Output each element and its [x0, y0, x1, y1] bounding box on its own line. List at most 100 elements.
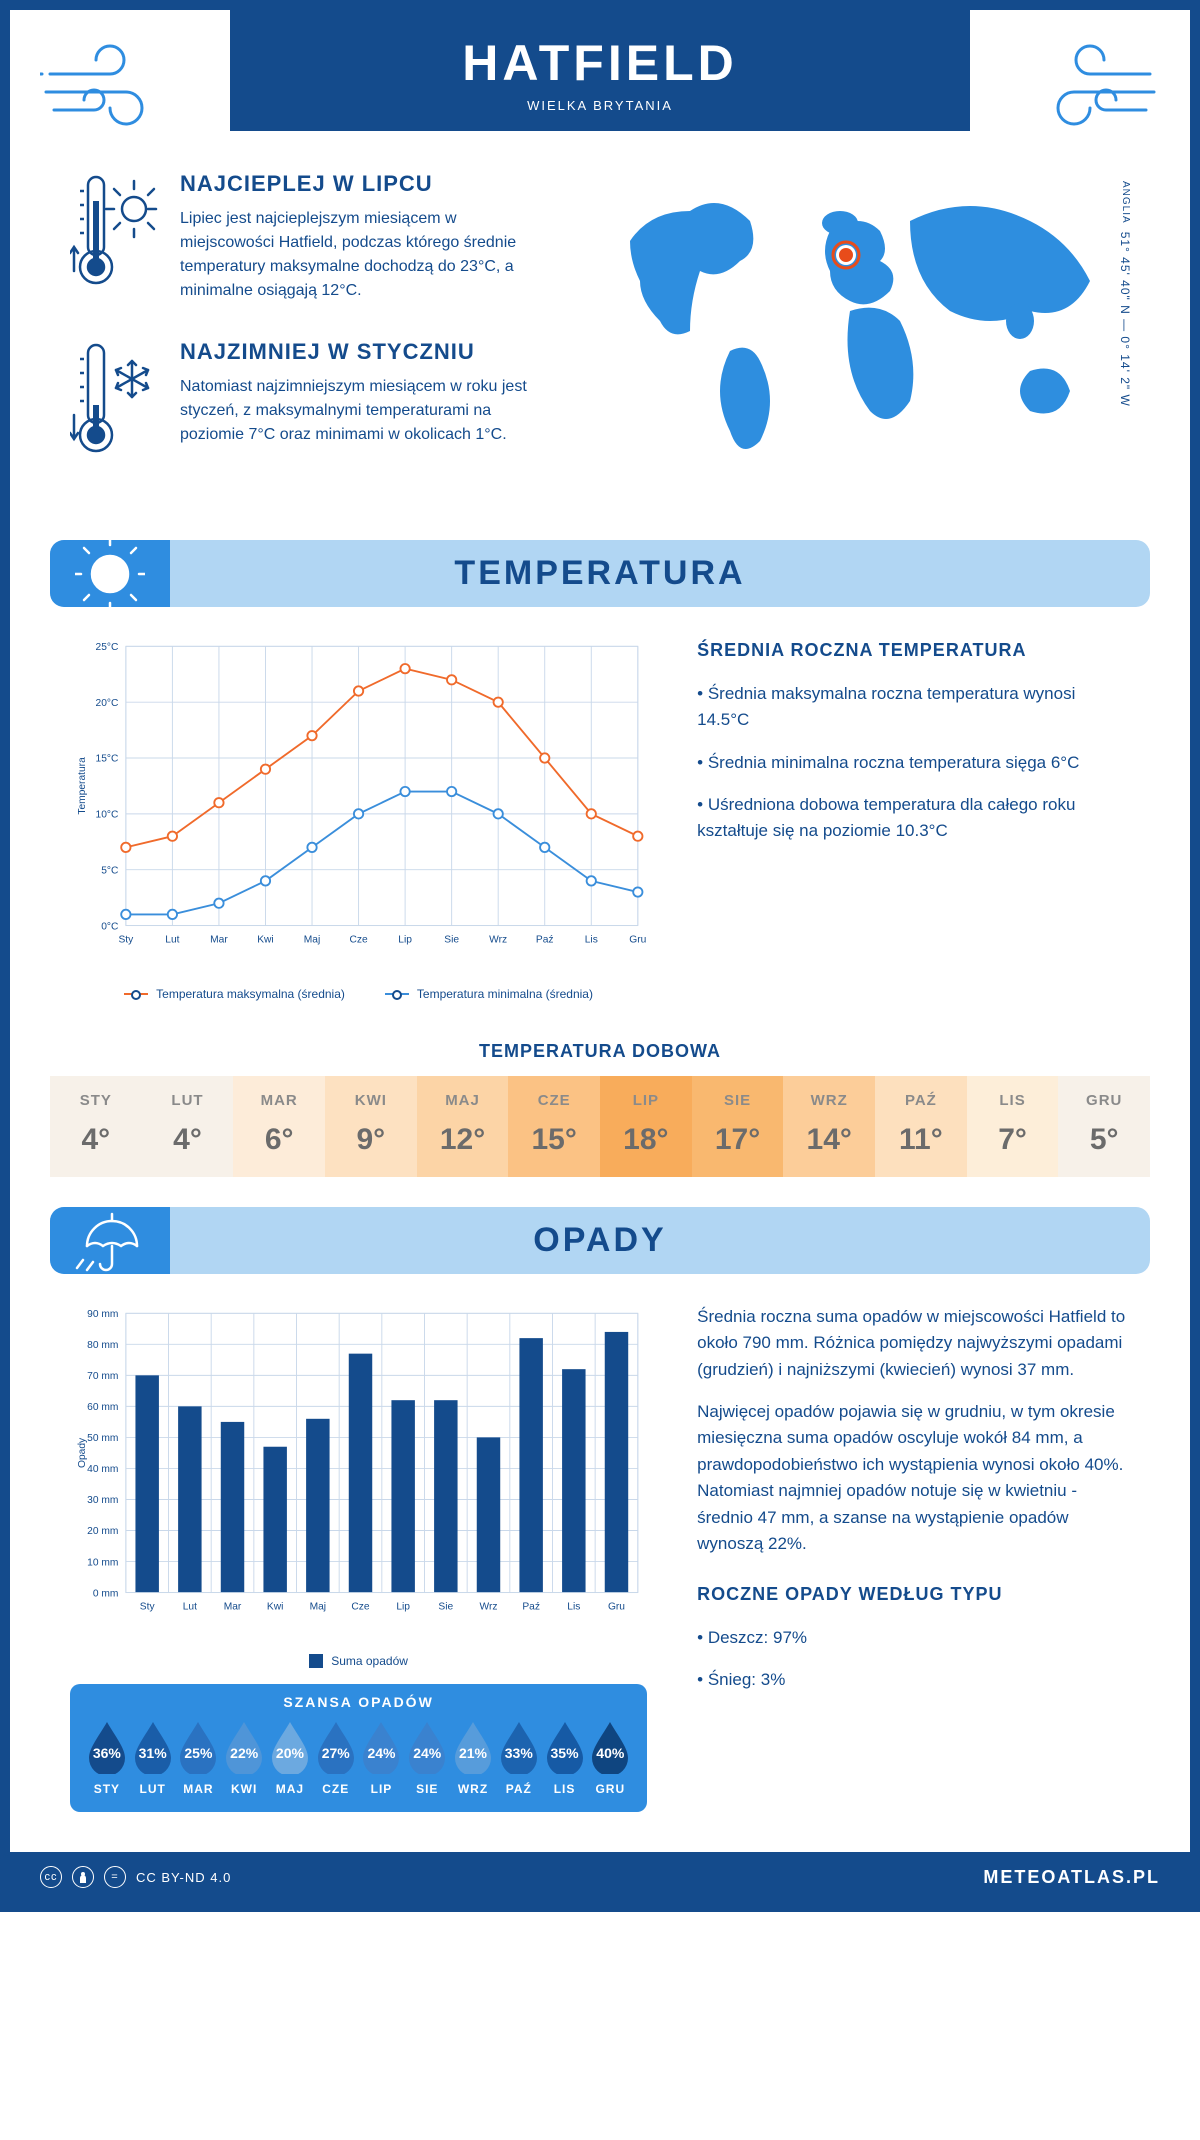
rain-legend: Suma opadów [70, 1654, 647, 1668]
rain-chance-drop: 35% LIS [542, 1720, 588, 1796]
svg-text:90 mm: 90 mm [87, 1309, 118, 1320]
svg-text:Sie: Sie [444, 934, 459, 945]
svg-text:40 mm: 40 mm [87, 1464, 118, 1475]
precipitation-bar-chart: 0 mm 10 mm 20 mm 30 mm 40 mm 50 mm 60 mm 70 mm 8… [70, 1304, 647, 1668]
svg-text:Cze: Cze [349, 934, 367, 945]
svg-text:Kwi: Kwi [267, 1601, 283, 1612]
svg-text:Sty: Sty [118, 934, 134, 945]
coldest-text: Natomiast najzimniejszym miesiącem w rok… [180, 375, 540, 447]
svg-text:Mar: Mar [210, 934, 228, 945]
svg-text:80 mm: 80 mm [87, 1340, 118, 1351]
daily-temp-cell: SIE17° [692, 1076, 784, 1177]
svg-text:15°C: 15°C [96, 754, 119, 765]
svg-text:25°C: 25°C [96, 642, 119, 653]
hottest-block: NAJCIEPLEJ W LIPCU Lipiec jest najcieple… [70, 171, 550, 303]
svg-text:70 mm: 70 mm [87, 1371, 118, 1382]
svg-text:20°C: 20°C [96, 698, 119, 709]
svg-text:Lis: Lis [585, 934, 598, 945]
temperature-summary: ŚREDNIA ROCZNA TEMPERATURA • Średnia mak… [697, 637, 1130, 1001]
rain-chance-heading: SZANSA OPADÓW [84, 1694, 633, 1710]
svg-text:Sty: Sty [140, 1601, 156, 1612]
precipitation-summary: Średnia roczna suma opadów w miejscowośc… [697, 1304, 1130, 1812]
svg-text:Paź: Paź [536, 934, 554, 945]
svg-text:Wrz: Wrz [480, 1601, 498, 1612]
svg-text:Wrz: Wrz [489, 934, 507, 945]
by-icon [72, 1866, 94, 1888]
daily-temp-heading: TEMPERATURA DOBOWA [10, 1041, 1190, 1062]
rain-chance-drop: 33% PAŹ [496, 1720, 542, 1796]
svg-text:Gru: Gru [629, 934, 646, 945]
daily-temp-cell: MAR6° [233, 1076, 325, 1177]
temperature-line-chart: 0°C 5°C 10°C 15°C 20°C 25°C Sty Lut Mar Kwi Maj Cze… [70, 637, 647, 1001]
svg-text:Temperatura: Temperatura [77, 757, 88, 815]
rain-chance-drop: 36% STY [84, 1720, 130, 1796]
coldest-heading: NAJZIMNIEJ W STYCZNIU [180, 339, 540, 365]
svg-text:60 mm: 60 mm [87, 1402, 118, 1413]
umbrella-icon [50, 1207, 170, 1274]
daily-temp-strip: STY4°LUT4°MAR6°KWI9°MAJ12°CZE15°LIP18°SI… [50, 1076, 1150, 1177]
svg-text:Lip: Lip [396, 1601, 410, 1612]
svg-text:10°C: 10°C [96, 810, 119, 821]
sun-icon [50, 540, 170, 607]
svg-text:Sie: Sie [438, 1601, 453, 1612]
svg-text:50 mm: 50 mm [87, 1433, 118, 1444]
license-text: CC BY-ND 4.0 [136, 1870, 231, 1885]
city-title: HATFIELD [230, 34, 970, 92]
rain-chance-drop: 24% SIE [404, 1720, 450, 1796]
thermometer-cold-icon [70, 339, 160, 464]
rain-chance-drop: 40% GRU [587, 1720, 633, 1796]
thermometer-hot-icon [70, 171, 160, 303]
svg-text:0 mm: 0 mm [93, 1588, 119, 1599]
svg-text:30 mm: 30 mm [87, 1495, 118, 1506]
svg-text:Paź: Paź [522, 1601, 540, 1612]
svg-text:Lip: Lip [398, 934, 412, 945]
header-banner: HATFIELD WIELKA BRYTANIA [230, 10, 970, 131]
svg-text:Lut: Lut [183, 1601, 197, 1612]
daily-temp-cell: PAŹ11° [875, 1076, 967, 1177]
rain-chance-drop: 20% MAJ [267, 1720, 313, 1796]
svg-text:Opady: Opady [77, 1437, 88, 1468]
coordinates-label: ANGLIA51° 45' 40" N — 0° 14' 2" W [1118, 181, 1132, 407]
section-bar-temperature: TEMPERATURA [50, 540, 1150, 607]
svg-text:Mar: Mar [224, 1601, 242, 1612]
svg-text:5°C: 5°C [101, 865, 118, 876]
svg-text:Cze: Cze [351, 1601, 369, 1612]
daily-temp-cell: STY4° [50, 1076, 142, 1177]
rain-chance-drop: 27% CZE [313, 1720, 359, 1796]
rain-chance-drop: 25% MAR [176, 1720, 222, 1796]
svg-text:10 mm: 10 mm [87, 1557, 118, 1568]
svg-text:Gru: Gru [608, 1601, 625, 1612]
daily-temp-cell: CZE15° [508, 1076, 600, 1177]
rain-chance-panel: SZANSA OPADÓW 36% STY 31% LUT 25% MAR 22… [70, 1684, 647, 1812]
rain-chance-drop: 24% LIP [359, 1720, 405, 1796]
cc-icon: cc [40, 1866, 62, 1888]
world-map: ANGLIA51° 45' 40" N — 0° 14' 2" W [590, 171, 1130, 500]
hottest-heading: NAJCIEPLEJ W LIPCU [180, 171, 540, 197]
page-footer: cc = CC BY-ND 4.0 METEOATLAS.PL [10, 1852, 1190, 1902]
rain-chance-drop: 21% WRZ [450, 1720, 496, 1796]
country-subtitle: WIELKA BRYTANIA [230, 98, 970, 113]
temperature-legend: Temperatura maksymalna (średnia)Temperat… [70, 987, 647, 1001]
hottest-text: Lipiec jest najcieplejszym miesiącem w m… [180, 207, 540, 303]
wind-swirl-icon [1020, 34, 1160, 139]
nd-icon: = [104, 1866, 126, 1888]
daily-temp-cell: LUT4° [142, 1076, 234, 1177]
section-title: OPADY [50, 1221, 1150, 1260]
rain-chance-drop: 22% KWI [221, 1720, 267, 1796]
daily-temp-cell: LIP18° [600, 1076, 692, 1177]
svg-text:20 mm: 20 mm [87, 1526, 118, 1537]
svg-text:0°C: 0°C [101, 921, 118, 932]
daily-temp-cell: KWI9° [325, 1076, 417, 1177]
rain-chance-drop: 31% LUT [130, 1720, 176, 1796]
daily-temp-cell: WRZ14° [783, 1076, 875, 1177]
svg-text:Kwi: Kwi [257, 934, 273, 945]
daily-temp-cell: GRU5° [1058, 1076, 1150, 1177]
wind-swirl-icon [40, 34, 180, 139]
svg-text:Lis: Lis [567, 1601, 580, 1612]
daily-temp-cell: MAJ12° [417, 1076, 509, 1177]
svg-text:Maj: Maj [304, 934, 320, 945]
svg-text:Maj: Maj [310, 1601, 326, 1612]
svg-text:Lut: Lut [165, 934, 179, 945]
coldest-block: NAJZIMNIEJ W STYCZNIU Natomiast najzimni… [70, 339, 550, 464]
section-bar-rain: OPADY [50, 1207, 1150, 1274]
